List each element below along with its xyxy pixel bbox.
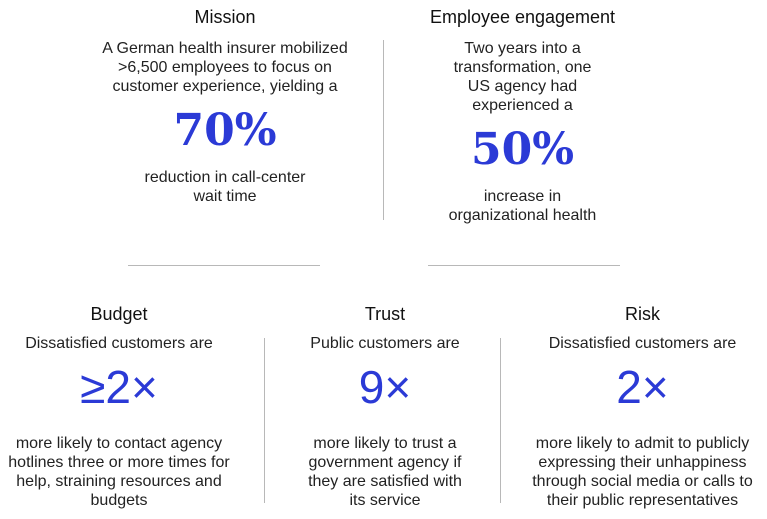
bottom-right-vertical-divider <box>500 338 501 503</box>
engagement-outro-text: increase in organizational health <box>448 188 597 224</box>
risk-intro-text: Dissatisfied customers are <box>548 335 737 352</box>
top-vertical-divider <box>383 40 384 220</box>
trust-stat: 9× <box>358 361 412 413</box>
left-horizontal-divider <box>128 265 320 266</box>
trust-panel: Trust Public customers are 9× more likel… <box>285 303 485 510</box>
budget-intro-text: Dissatisfied customers are <box>25 335 213 352</box>
engagement-intro-text: Two years into a transformation, one US … <box>453 40 592 114</box>
mission-panel: Mission A German health insurer mobilize… <box>95 6 355 206</box>
mission-stat: 70% <box>173 105 277 156</box>
risk-heading: Risk <box>625 304 660 324</box>
budget-panel: Budget Dissatisfied customers are ≥2× mo… <box>0 303 238 510</box>
mission-outro-text: reduction in call-center wait time <box>144 169 306 205</box>
budget-stat: ≥2× <box>80 361 158 413</box>
mission-heading: Mission <box>194 7 256 27</box>
risk-outro-text: more likely to admit to publicly express… <box>532 435 753 509</box>
budget-heading: Budget <box>90 304 148 324</box>
engagement-stat: 50% <box>470 124 575 175</box>
engagement-heading: Employee engagement <box>429 7 616 27</box>
risk-panel: Risk Dissatisfied customers are 2× more … <box>520 303 765 510</box>
bottom-left-vertical-divider <box>264 338 265 503</box>
engagement-panel: Employee engagement Two years into a tra… <box>400 6 645 225</box>
trust-heading: Trust <box>364 304 406 324</box>
trust-outro-text: more likely to trust a government agency… <box>308 435 462 509</box>
trust-intro-text: Public customers are <box>310 335 460 352</box>
risk-stat: 2× <box>616 361 669 413</box>
budget-outro-text: more likely to contact agency hotlines t… <box>8 435 230 509</box>
mission-intro-text: A German health insurer mobilized >6,500… <box>102 40 348 95</box>
right-horizontal-divider <box>428 265 620 266</box>
